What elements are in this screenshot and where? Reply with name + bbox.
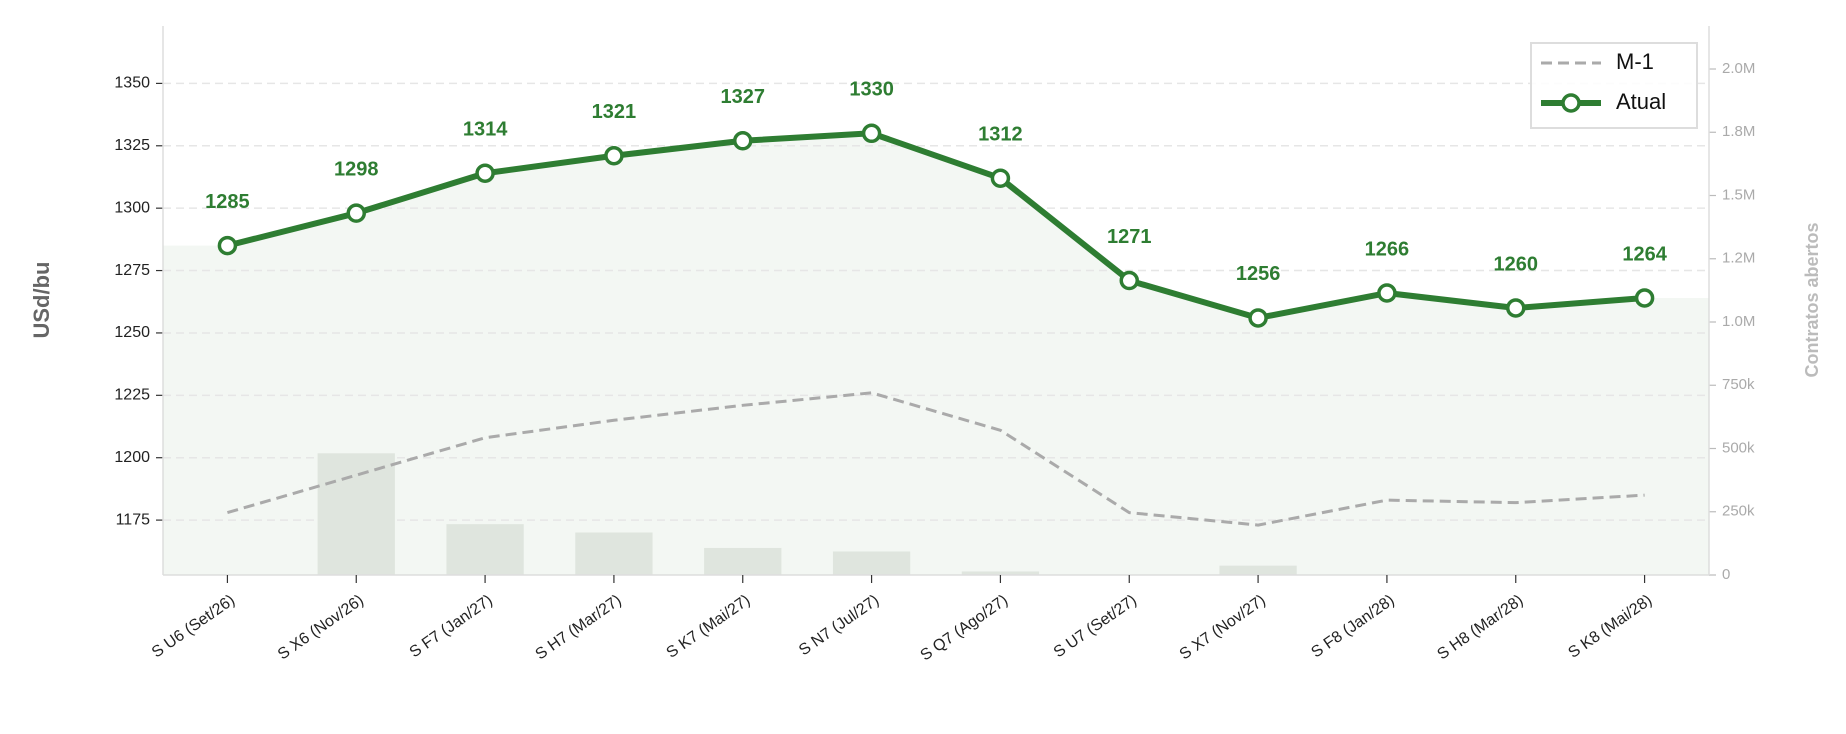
y2-tick-label: 1.2M: [1722, 250, 1755, 267]
y2-tick-label: 750k: [1722, 376, 1755, 393]
legend-marker: [1561, 93, 1581, 113]
x-tick-label: S K8 (Mai/28): [1565, 592, 1655, 662]
bar: [704, 547, 782, 575]
y-axis-label: USd/bu: [29, 262, 54, 339]
data-label: 1266: [1365, 238, 1410, 260]
y-tick-label: 1175: [116, 511, 151, 528]
x-tick-label: S F7 (Jan/27): [407, 592, 496, 662]
x-tick-label: S H8 (Mar/28): [1434, 592, 1526, 664]
data-label: 1321: [592, 101, 637, 123]
bar: [961, 571, 1040, 575]
y-tick-label: 1350: [114, 75, 150, 92]
y-tick-label: 1275: [114, 262, 150, 279]
y2-tick-label: 1.0M: [1722, 313, 1755, 330]
point: [1248, 308, 1268, 328]
series-line: [226, 130, 1645, 321]
data-label: 1256: [1236, 263, 1281, 285]
data-label: 1330: [849, 79, 894, 101]
legend-box: [1530, 42, 1698, 129]
bar: [317, 453, 395, 575]
y2-tick-label: 1.8M: [1722, 123, 1755, 140]
bar: [1219, 565, 1297, 575]
data-label: 1298: [334, 158, 379, 180]
x-tick-label: S F8 (Jan/28): [1308, 592, 1397, 662]
point: [217, 235, 238, 256]
x-tick-label: S U6 (Set/26): [149, 592, 238, 662]
bar: [832, 551, 911, 575]
point: [733, 131, 753, 151]
point: [1506, 298, 1526, 318]
y2-tick-label: 0: [1722, 566, 1730, 583]
data-label: 1285: [205, 191, 250, 213]
point: [1634, 288, 1655, 308]
y-tick-label: 1250: [114, 324, 150, 341]
data-label: 1312: [978, 124, 1023, 146]
y2-tick-label: 500k: [1722, 439, 1755, 456]
y2-tick-label: 250k: [1722, 503, 1755, 520]
legend-label: M-1: [1616, 49, 1654, 74]
bar: [446, 524, 524, 575]
x-tick-label: S U7 (Set/27): [1051, 592, 1140, 662]
point: [990, 168, 1011, 188]
y-tick-label: 1300: [114, 199, 150, 216]
point: [1119, 270, 1139, 291]
y-tick-label: 1225: [114, 387, 150, 404]
point: [861, 123, 882, 144]
x-tick-label: S X7 (Nov/27): [1177, 592, 1269, 664]
point: [1377, 283, 1397, 303]
data-label: 1327: [721, 86, 766, 108]
x-tick-label: S X6 (Nov/26): [275, 592, 367, 664]
data-label: 1264: [1622, 243, 1667, 265]
y2-axis-label: Contratos abertos: [1802, 222, 1822, 377]
data-label: 1314: [463, 119, 508, 141]
point: [604, 146, 624, 166]
legend-label: Atual: [1616, 89, 1666, 114]
x-tick-label: S H7 (Mar/27): [533, 592, 625, 664]
x-tick-label: S K7 (Mai/27): [664, 592, 754, 662]
data-label: 1271: [1107, 226, 1152, 248]
y2-tick-label: 1.5M: [1722, 186, 1755, 203]
area-fill: [163, 133, 1709, 575]
data-label: 1260: [1494, 253, 1539, 275]
point: [346, 203, 366, 223]
y2-tick-label: 2.0M: [1722, 60, 1755, 77]
x-tick-label: S N7 (Jul/27): [796, 592, 882, 659]
bar: [575, 532, 653, 575]
y-tick-label: 1200: [114, 449, 150, 466]
reference-line: [226, 391, 1645, 527]
y-tick-label: 1325: [114, 137, 150, 154]
x-tick-label: S Q7 (Ago/27): [918, 592, 1012, 665]
point: [475, 163, 495, 183]
